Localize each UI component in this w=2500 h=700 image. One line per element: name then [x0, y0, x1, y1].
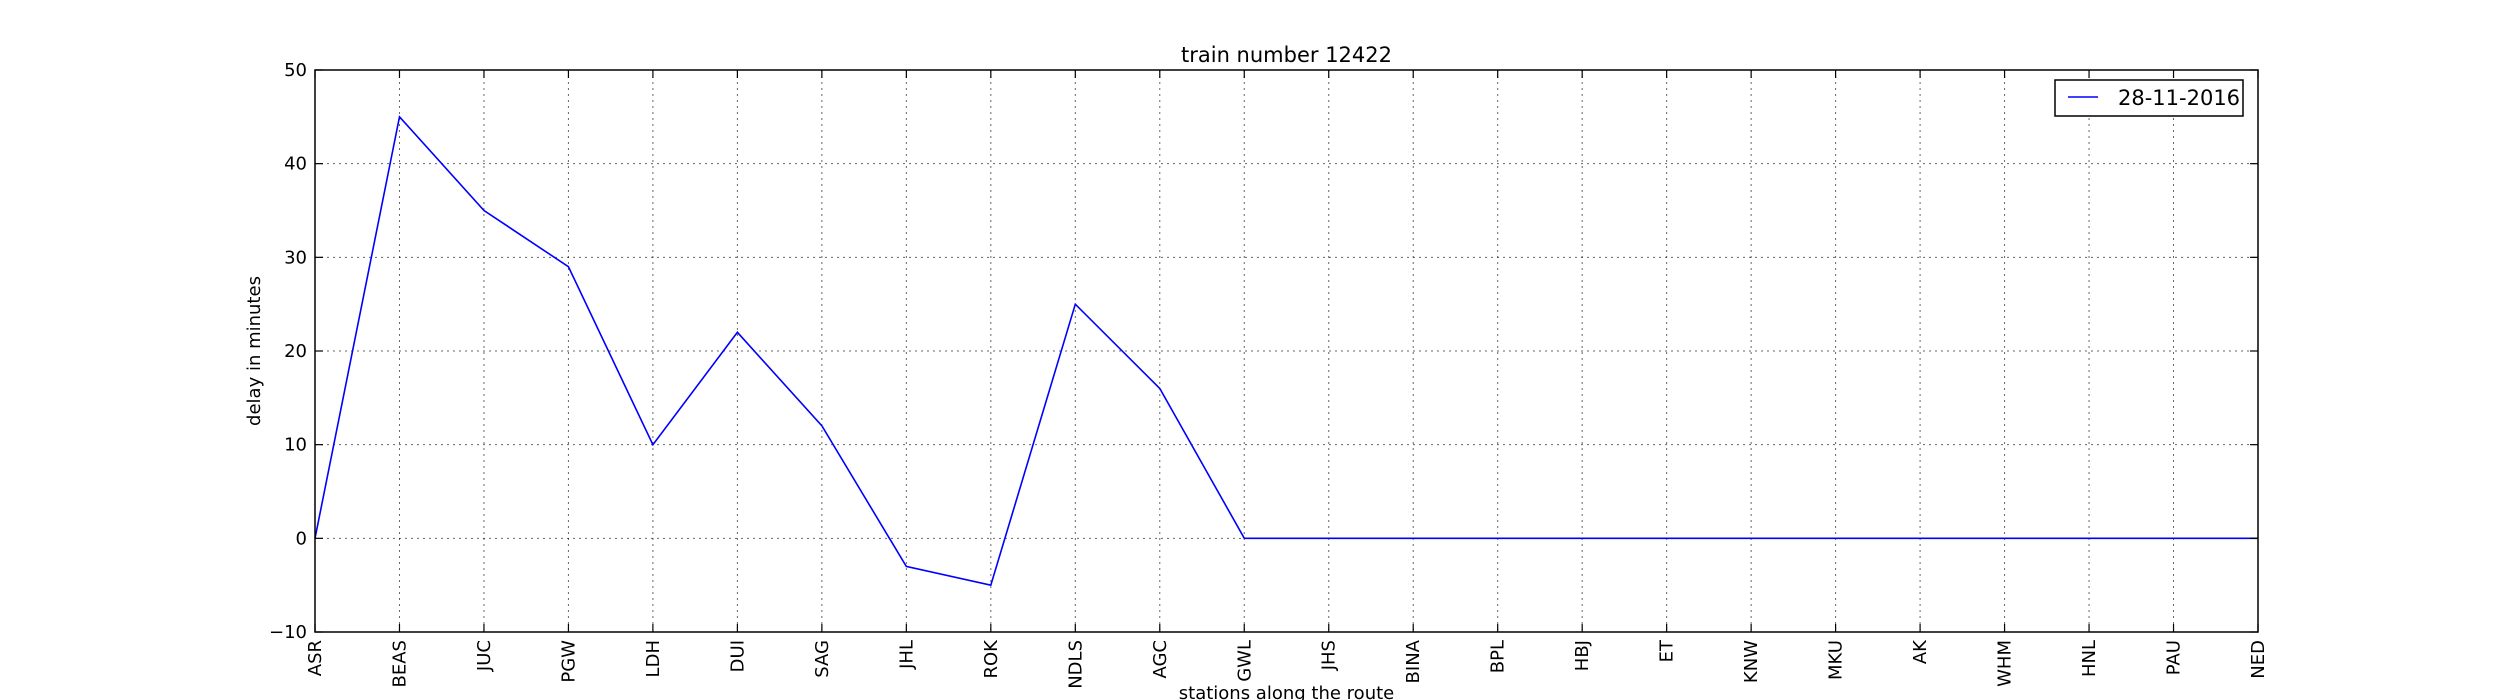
x-tick-label: JHS — [1319, 640, 1340, 671]
chart-title: train number 12422 — [1181, 43, 1392, 67]
y-tick-label: −10 — [269, 622, 307, 643]
y-tick-label: 50 — [284, 60, 307, 81]
y-tick-label: 30 — [284, 247, 307, 268]
x-tick-label: MKU — [1826, 640, 1847, 680]
legend-box — [2054, 79, 2244, 117]
y-tick-label: 20 — [284, 341, 307, 362]
y-axis-label: delay in minutes — [244, 276, 265, 426]
x-tick-label: NED — [2248, 640, 2269, 679]
series-layer — [314, 115, 2258, 587]
x-tick-label: BINA — [1403, 639, 1424, 683]
x-tick-label: ASR — [305, 640, 326, 676]
x-tick-label: BPL — [1488, 640, 1509, 673]
y-tick-label: 10 — [284, 435, 307, 456]
x-axis-ticks: ASR BEAS JUC PGW LDH DUI SAG JHL ROK NDLS AGC GWL JH… — [305, 70, 2269, 689]
x-tick-label: HBJ — [1572, 640, 1593, 671]
legend-entry-label: 28-11-2016 — [2118, 86, 2240, 110]
x-tick-label: AGC — [1150, 640, 1171, 679]
x-tick-label: GWL — [1234, 640, 1255, 682]
y-tick-label: 0 — [296, 528, 307, 549]
x-tick-label: LDH — [643, 640, 664, 677]
x-tick-label: JHL — [896, 640, 917, 670]
x-tick-label: ROK — [981, 639, 1002, 679]
x-tick-label: PAU — [2164, 640, 2185, 675]
x-tick-label: DUI — [727, 640, 748, 672]
x-tick-label: SAG — [812, 640, 833, 678]
y-tick-label: 40 — [284, 154, 307, 175]
x-tick-label: AK — [1910, 639, 1931, 664]
x-tick-label: PGW — [558, 640, 579, 683]
x-tick-label: JUC — [474, 640, 495, 672]
x-tick-label: BEAS — [389, 640, 410, 687]
x-tick-label: NDLS — [1065, 640, 1086, 689]
x-tick-label: KNW — [1741, 640, 1762, 683]
x-axis-label: stations along the route — [1179, 683, 1394, 700]
x-tick-label: HNL — [2079, 640, 2100, 677]
legend: 28-11-2016 — [2054, 79, 2244, 117]
x-tick-label: ET — [1657, 639, 1678, 662]
series-line-0 — [314, 115, 2258, 587]
x-tick-label: WHM — [1995, 640, 2016, 687]
y-axis-ticks: −10 0 10 20 30 40 50 — [269, 60, 2258, 643]
